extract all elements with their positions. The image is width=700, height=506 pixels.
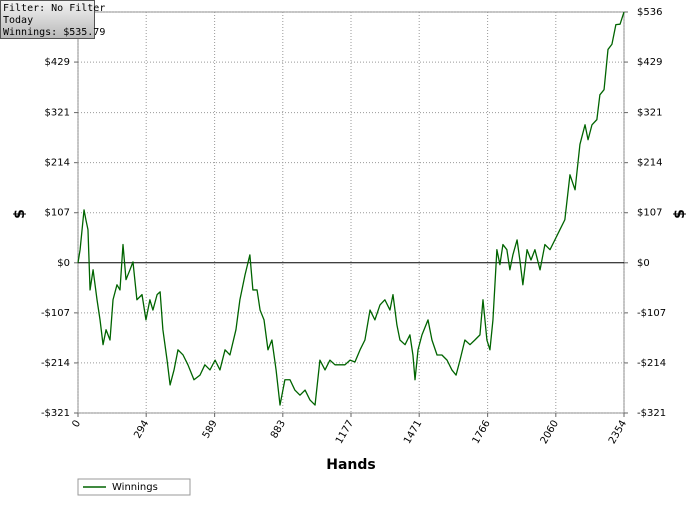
x-tick-label: 1766 <box>471 419 493 447</box>
x-tick-label: 589 <box>201 419 220 441</box>
y2-tick-label: -$321 <box>637 408 666 419</box>
x-tick-label: 1177 <box>334 419 356 447</box>
legend-box <box>77 478 191 496</box>
info-line: Filter: No Filter <box>3 3 105 14</box>
x-tick-label: 294 <box>132 419 151 441</box>
y2-tick-label: $107 <box>637 208 662 219</box>
y2-tick-label: $429 <box>637 57 662 68</box>
y2-tick-label: -$107 <box>637 308 666 319</box>
y2-tick-label: -$214 <box>637 358 666 369</box>
legend-label: Winnings <box>112 482 158 493</box>
info-line: Winnings: $535.79 <box>3 27 105 38</box>
y-tick-label: $107 <box>45 208 70 219</box>
legend: Winnings <box>77 478 191 496</box>
y2-tick-label: $321 <box>637 108 662 119</box>
line <box>77 11 625 406</box>
y-tick-label: $0 <box>57 258 70 269</box>
y-tick-label: -$321 <box>41 408 70 419</box>
y2-tick-label: $536 <box>637 7 662 18</box>
info-line: Today <box>3 15 33 26</box>
x-tick-label: 2354 <box>607 419 629 447</box>
y2-tick-label: $0 <box>637 258 650 269</box>
y-axis-title: $ <box>12 209 28 219</box>
info-box: Filter: No Filter Today Winnings: $535.7… <box>0 0 105 39</box>
y-tick-label: -$214 <box>41 358 70 369</box>
x-tick-label: 2060 <box>539 419 561 447</box>
info-frame <box>0 0 95 39</box>
y-tick-label: $429 <box>45 57 70 68</box>
y2-tick-label: $214 <box>637 158 662 169</box>
y2-axis-title: $ <box>672 209 688 219</box>
x-tick-label: 1471 <box>402 419 424 447</box>
y-tick-label: $321 <box>45 108 70 119</box>
y-tick-label: $214 <box>45 158 70 169</box>
y-tick-label: -$107 <box>41 308 70 319</box>
x-axis-title: Hands <box>326 457 376 473</box>
x-tick-label: 883 <box>269 419 288 441</box>
x-tick-label: 0 <box>70 419 83 430</box>
